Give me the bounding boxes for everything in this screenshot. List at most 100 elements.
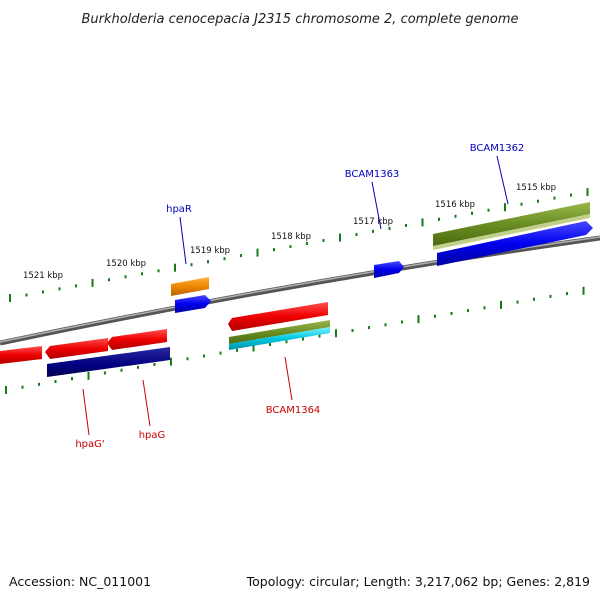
minor-tick — [302, 337, 304, 341]
minor-tick — [137, 365, 139, 369]
map-title: Burkholderia cenocepacia J2315 chromosom… — [81, 12, 518, 27]
gene-bcam1365-arrow[interactable] — [228, 302, 328, 331]
gene-label-hpag[interactable]: hpaG — [139, 430, 166, 441]
minor-tick — [570, 193, 572, 197]
minor-tick — [434, 314, 436, 318]
major-tick — [5, 386, 7, 394]
minor-tick — [203, 354, 205, 358]
minor-tick — [322, 239, 325, 242]
tick-label: 1520 kbp — [106, 259, 146, 269]
gene-red-arrow-3[interactable] — [107, 329, 167, 350]
major-tick — [582, 286, 585, 295]
outer-tick-row — [9, 188, 589, 302]
leader-bcam1364 — [284, 356, 293, 401]
accession-text: Accession: NC_011001 — [9, 574, 151, 589]
tick-label: 1515 kbp — [516, 183, 556, 193]
gene-hpag-navy-bar[interactable] — [47, 347, 170, 377]
minor-tick — [454, 214, 457, 218]
genome-summary-text: Topology: circular; Length: 3,217,062 bp… — [246, 574, 590, 589]
tick-label: 1518 kbp — [271, 232, 311, 242]
gene-bcam1363-arrow[interactable] — [374, 261, 404, 278]
major-tick — [504, 203, 506, 212]
major-tick — [9, 294, 11, 302]
feature-olive-upper[interactable] — [433, 202, 590, 250]
tick-label: 1516 kbp — [435, 200, 475, 210]
leader-hpar — [179, 216, 187, 265]
gene-label-bcam1362[interactable]: BCAM1362 — [470, 143, 525, 154]
major-tick — [174, 263, 176, 272]
minor-tick — [54, 380, 57, 383]
minor-tick — [207, 260, 209, 264]
feature-olive-lower[interactable] — [229, 320, 330, 344]
minor-tick — [549, 294, 552, 298]
minor-tick — [537, 199, 539, 203]
major-tick — [87, 371, 90, 380]
minor-tick — [223, 257, 226, 261]
minor-tick — [520, 202, 523, 206]
major-tick — [421, 218, 424, 227]
minor-tick — [384, 323, 387, 327]
gene-bcam1362-arrow[interactable] — [437, 221, 593, 266]
gene-red-arrow-1[interactable] — [0, 346, 42, 364]
minor-tick — [219, 351, 222, 355]
minor-tick — [75, 284, 77, 288]
major-tick — [417, 315, 420, 324]
major-tick — [339, 233, 341, 242]
minor-tick — [351, 329, 354, 332]
minor-tick — [124, 275, 127, 279]
minor-tick — [289, 245, 292, 249]
minor-tick — [285, 340, 288, 344]
minor-tick — [104, 371, 106, 375]
gene-red-arrow-2[interactable] — [45, 338, 108, 359]
feature-cyan-lower[interactable] — [229, 327, 330, 350]
gene-label-bcam1364[interactable]: BCAM1364 — [266, 405, 321, 416]
gene-hpar-arrow[interactable] — [171, 277, 209, 296]
minor-tick — [405, 223, 407, 227]
minor-tick — [190, 263, 193, 267]
minor-tick — [438, 217, 440, 221]
minor-tick — [38, 382, 40, 386]
minor-tick — [21, 385, 24, 389]
minor-tick — [240, 254, 242, 258]
leader-hpag — [142, 379, 151, 427]
major-tick — [335, 329, 337, 338]
minor-tick — [368, 326, 370, 330]
minor-tick — [236, 348, 238, 352]
gene-upper-blue-arrow[interactable] — [175, 295, 211, 313]
minor-tick — [153, 363, 156, 366]
gene-label-hpag-prime[interactable]: hpaG' — [75, 439, 104, 450]
major-tick — [170, 357, 172, 366]
minor-tick — [306, 242, 308, 245]
leader-hpag-prime — [82, 388, 90, 436]
minor-tick — [401, 320, 403, 324]
minor-tick — [318, 334, 321, 338]
minor-tick — [388, 226, 391, 230]
minor-tick — [467, 309, 469, 313]
major-tick — [252, 343, 255, 352]
gene-label-hpar[interactable]: hpaR — [166, 204, 192, 215]
minor-tick — [273, 248, 275, 252]
minor-tick — [471, 211, 473, 215]
minor-tick — [483, 306, 486, 310]
minor-tick — [186, 357, 189, 361]
minor-tick — [141, 272, 143, 276]
minor-tick — [269, 343, 271, 347]
tick-label: 1519 kbp — [190, 246, 230, 256]
tick-label: 1517 kbp — [353, 217, 393, 227]
minor-tick — [25, 293, 28, 297]
minor-tick — [355, 233, 358, 236]
major-tick — [91, 278, 94, 287]
minor-tick — [157, 269, 160, 273]
major-tick — [500, 300, 502, 309]
minor-tick — [516, 300, 519, 304]
gene-label-bcam1363[interactable]: BCAM1363 — [345, 169, 400, 180]
minor-tick — [108, 278, 110, 282]
minor-tick — [553, 196, 556, 200]
minor-tick — [487, 208, 490, 212]
major-tick — [256, 248, 259, 257]
inner-tick-row — [5, 286, 585, 394]
minor-tick — [566, 292, 568, 296]
minor-tick — [372, 229, 374, 233]
leader-bcam1362 — [496, 155, 509, 205]
